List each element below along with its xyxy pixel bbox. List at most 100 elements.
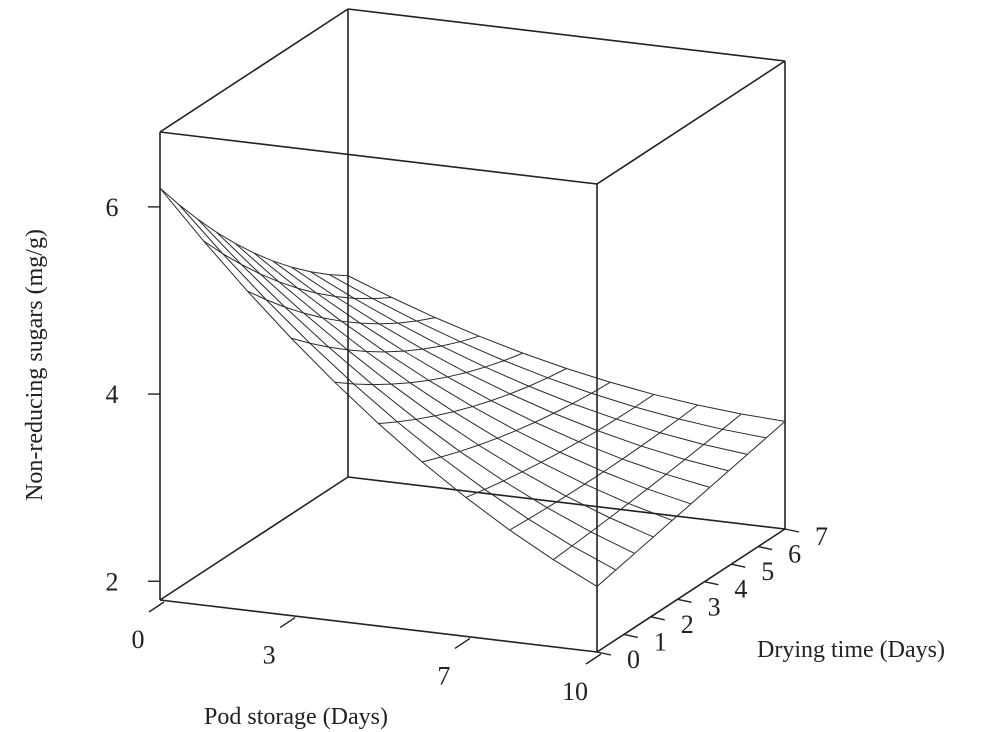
mesh-line [265,299,311,344]
mesh-line [222,253,267,301]
mesh-line [415,418,461,452]
mesh-line [546,495,567,509]
mesh-line [540,461,586,485]
mesh-line [709,470,729,488]
mesh-line [334,381,354,385]
mesh-line [697,404,742,415]
mesh-line [459,444,479,452]
mesh-line [409,379,429,384]
mesh-line [597,430,642,447]
mesh-line [178,204,223,254]
mesh-line [397,418,417,423]
mesh-line [653,520,673,538]
y-tick-mark [677,598,692,603]
x-tick-label: 10 [562,677,588,706]
mesh-line [590,517,611,533]
mesh-line [634,406,679,420]
mesh-line [409,382,454,413]
mesh-line [284,306,304,314]
mesh-line [291,266,311,273]
mesh-line [159,187,180,205]
mesh-line [385,350,404,353]
mesh-line [253,252,299,289]
mesh-line [428,376,448,381]
mesh-line [403,348,423,352]
mesh-line [616,406,636,420]
mesh-line [328,346,348,351]
mesh-line [447,372,467,378]
mesh-line [421,461,467,498]
mesh-line [553,545,573,561]
mesh-line [272,260,292,268]
mesh-line [247,290,267,301]
mesh-line [559,441,579,453]
x-axis-title: Pod storage (Days) [204,704,388,730]
mesh-line [528,507,548,520]
mesh-line [671,503,692,521]
mesh-line [247,290,292,339]
mesh-line [722,428,767,439]
mesh-line [565,495,610,519]
mesh-line [378,322,398,325]
mesh-line [728,454,748,472]
mesh-line [571,545,617,571]
y-tick-mark [784,528,800,533]
box-edge [596,528,786,653]
mesh-line [441,341,461,347]
mesh-line [366,351,411,384]
y-tick-mark [704,581,719,586]
mesh-line [197,218,217,233]
mesh-line [428,379,473,408]
mesh-line [559,451,604,473]
x-tick-label: 7 [437,661,450,690]
mesh-line [316,292,361,324]
z-tick-label: 2 [106,567,119,596]
y-tick-mark [596,651,612,656]
mesh-line [284,306,330,348]
mesh-line [397,320,417,324]
mesh-line [378,421,398,425]
y-tick-label: 2 [681,610,694,639]
mesh-line [422,348,467,373]
mesh-line [334,381,379,424]
mesh-line [347,349,367,353]
mesh-line [596,569,617,587]
mesh-line [290,337,311,344]
mesh-line [203,240,223,254]
mesh-line [503,471,523,482]
mesh-line [515,421,536,432]
y-tick-label: 5 [761,557,774,586]
y-tick-mark [757,545,773,551]
mesh-line [241,264,261,275]
mesh-line [572,392,592,405]
mesh-line [491,400,536,423]
mesh-line [522,461,542,473]
mesh-line [534,421,579,443]
y-tick-label: 1 [654,627,667,656]
mesh-line [234,243,280,283]
mesh-line [478,437,498,446]
mesh-line [653,393,698,406]
mesh-line [659,432,704,445]
mesh-line [347,275,392,298]
mesh-line [216,231,261,275]
mesh-line [391,382,411,385]
mesh-line [591,381,611,394]
x-tick-label: 3 [263,641,276,670]
mesh-line [203,240,248,292]
mesh-line [515,430,561,453]
mesh-line [466,366,486,373]
mesh-line [528,377,548,387]
mesh-line [353,297,399,324]
mesh-line [434,411,454,417]
plot-box [159,8,786,653]
mesh-line [441,345,486,368]
mesh-line [590,531,635,554]
mesh-line [309,342,329,348]
mesh-line [578,430,598,443]
mesh-line [378,323,423,350]
surface-mesh [159,187,786,587]
mesh-line [553,403,573,414]
x-tick-mark [585,653,602,665]
